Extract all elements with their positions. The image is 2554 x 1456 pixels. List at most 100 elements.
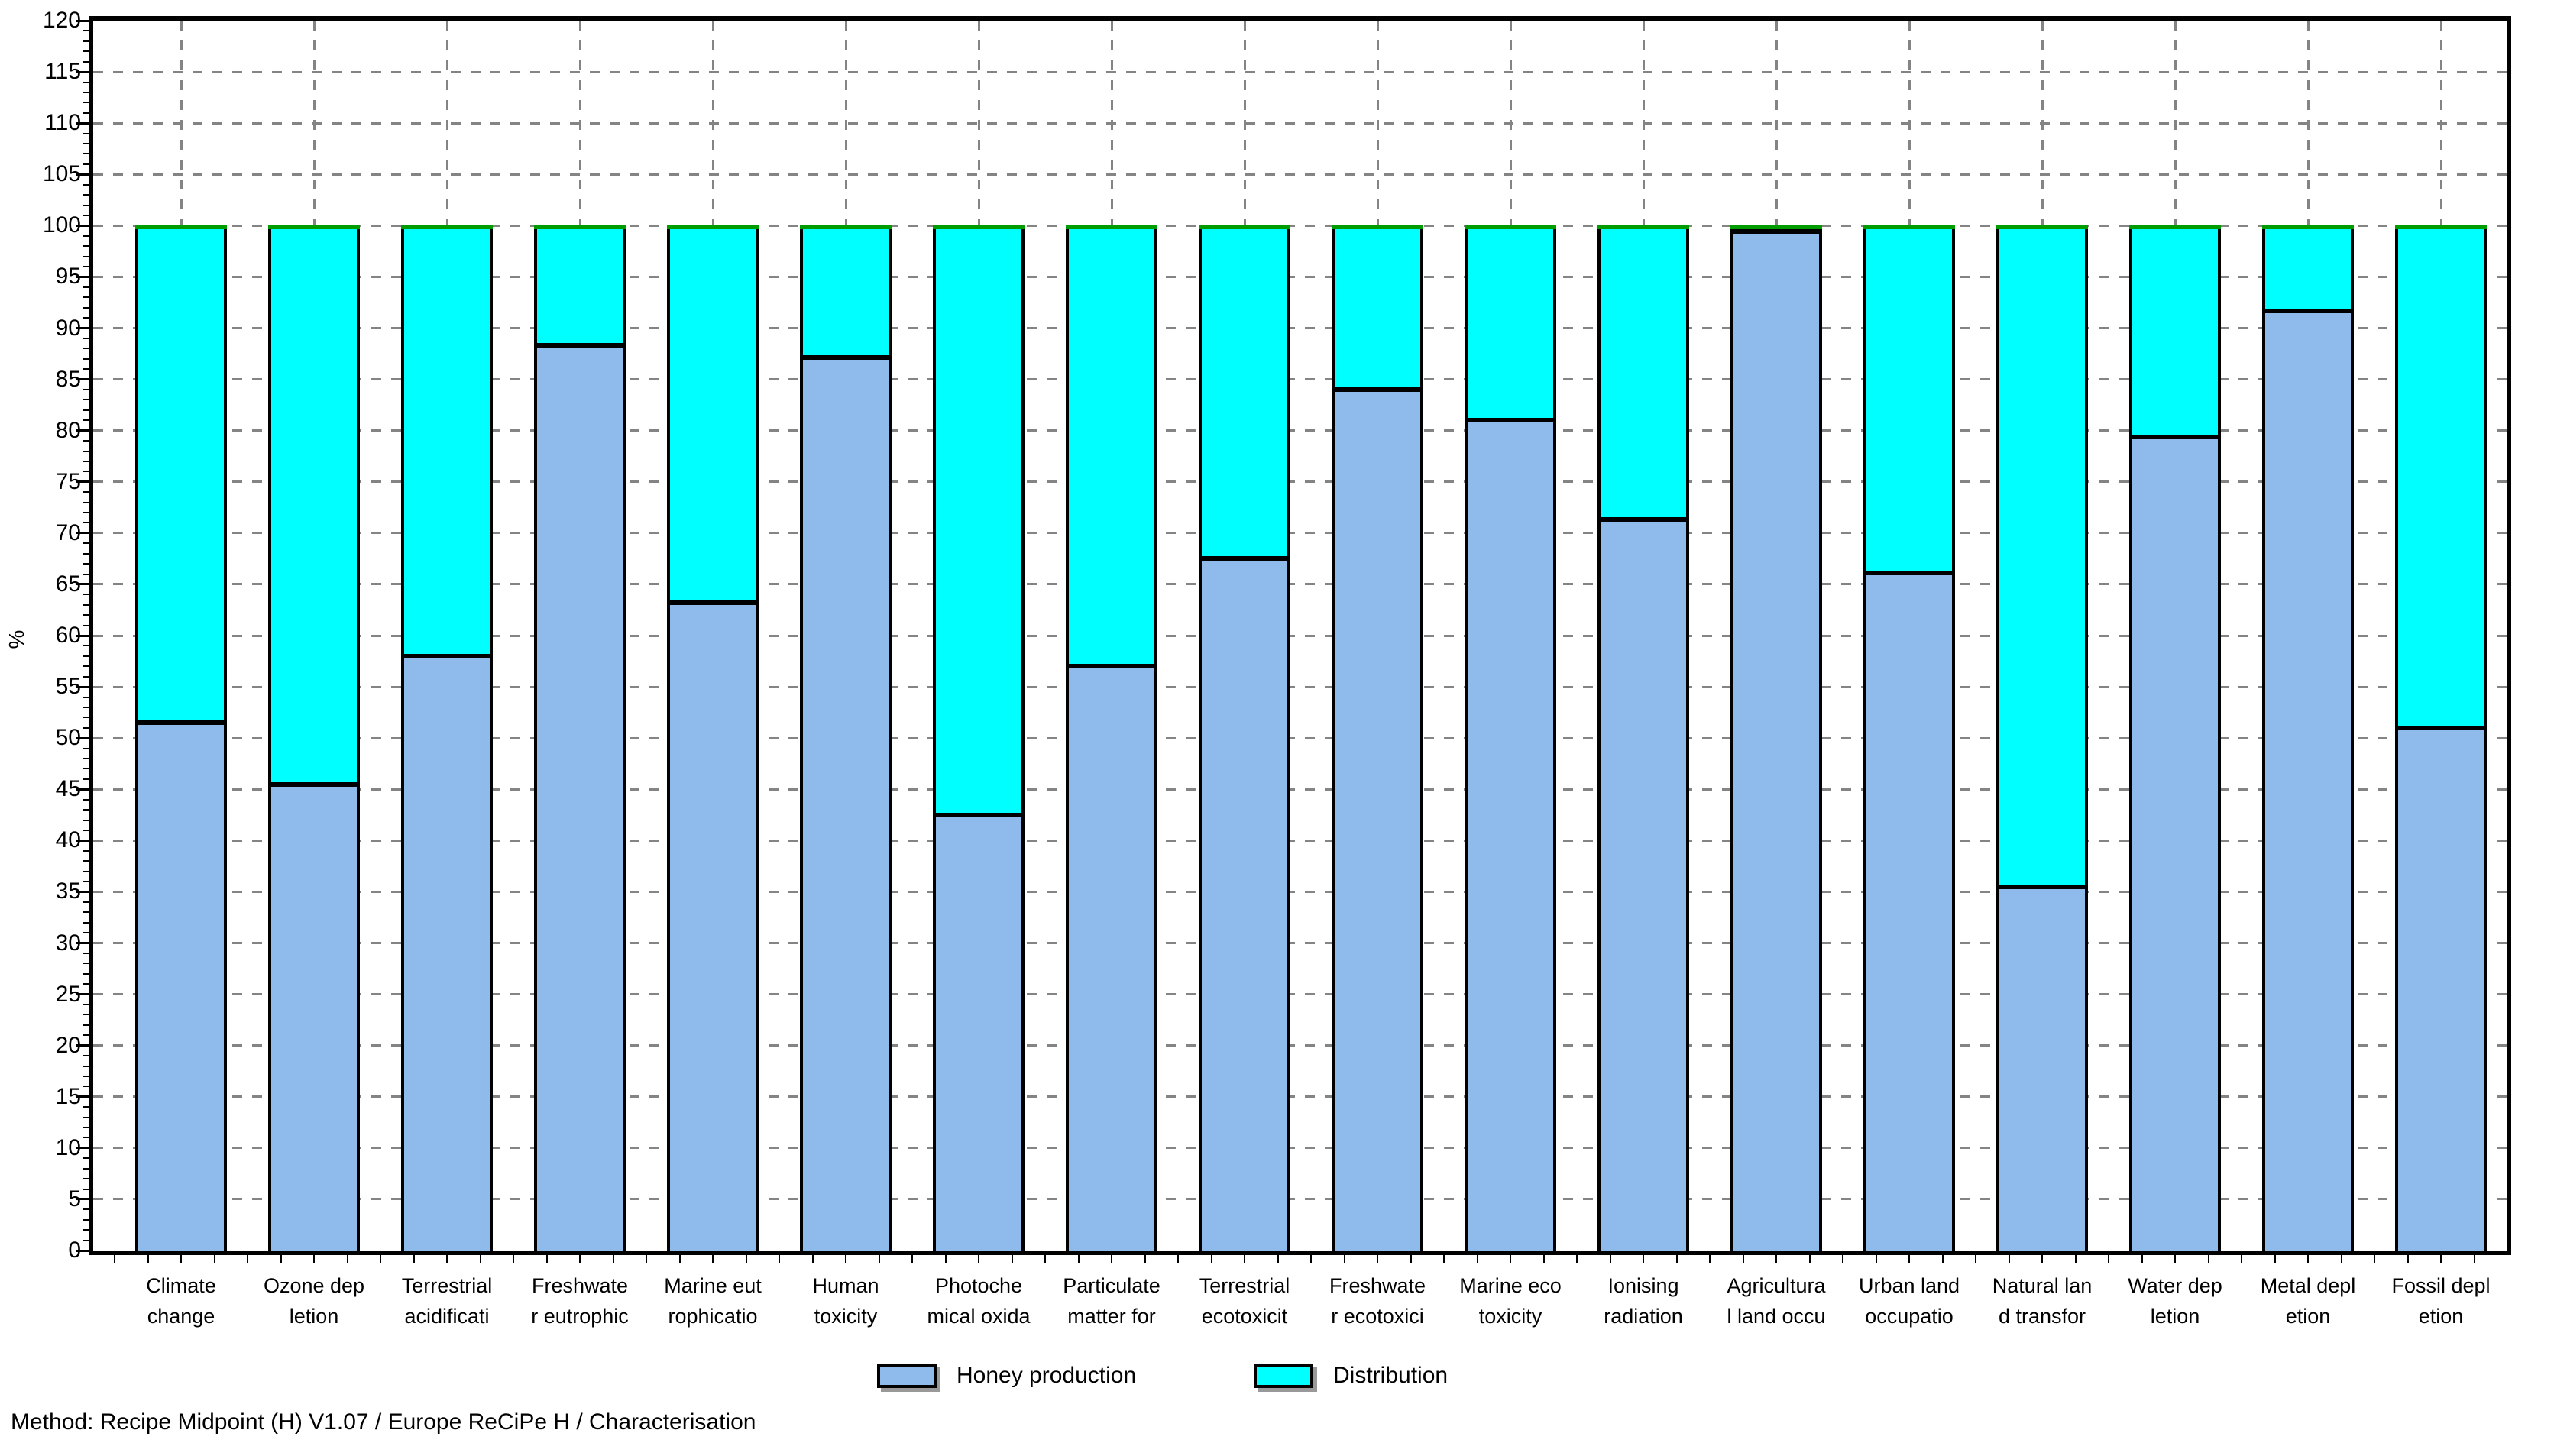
x-axis-tick [678,1255,681,1263]
bar-divider [670,600,756,606]
y-axis-minor-tick [83,675,89,678]
y-gridline [93,532,2507,535]
y-axis-minor-tick [83,983,89,985]
x-axis-tick [1842,1255,1843,1263]
y-axis-minor-tick [83,552,89,555]
x-axis-tick [1643,1255,1644,1263]
y-axis-minor-tick [83,348,89,350]
y-axis-tick [76,942,89,944]
bar-segment-honey-production [1202,558,1287,1251]
y-axis-tick-label: 65 [55,571,81,597]
y-axis-minor-tick [83,1218,89,1221]
x-axis-tick [1011,1255,1013,1263]
bar-divider [803,355,889,361]
y-axis-tick-label: 45 [55,776,81,802]
y-axis-minor-tick [83,1004,89,1005]
x-axis-tick [1144,1255,1146,1263]
y-axis-minor-tick [83,1024,89,1026]
bar [268,225,360,1251]
x-axis-tick [513,1255,514,1263]
y-axis-minor-tick [83,358,89,360]
x-axis-tick [1742,1255,1744,1263]
y-axis-minor-tick [83,870,89,872]
y-axis-tick [76,378,89,381]
y-axis-minor-tick [83,389,89,390]
bar-segment-honey-production [537,345,623,1251]
x-axis-tick [2174,1255,2176,1263]
bar-divider [1069,664,1154,669]
x-axis-tick [1975,1255,1976,1263]
x-axis-tick [479,1255,481,1263]
y-axis-tick-label: 95 [55,264,81,290]
x-axis-tick [545,1255,548,1263]
y-axis-minor-tick [83,40,89,42]
y-axis-minor-tick [83,932,89,934]
y-axis-minor-tick [83,501,89,503]
x-axis-tick [2141,1255,2143,1263]
bar [1332,225,1423,1251]
y-gridline [93,1095,2507,1098]
y-axis-minor-tick [83,594,89,596]
y-gridline [93,890,2507,893]
y-axis-minor-tick [83,563,89,565]
bar-segment-honey-production [1468,420,1553,1251]
bar-top-line [534,225,626,230]
bar [401,225,493,1251]
y-axis-minor-tick [83,1157,89,1160]
y-axis-tick [76,583,89,586]
bar-divider [537,343,623,348]
y-axis-minor-tick [83,972,89,975]
bar-segment-distribution [2398,225,2484,728]
x-axis-tick [1310,1255,1312,1263]
bar-segment-distribution [2265,225,2351,311]
y-axis-minor-tick [83,603,89,606]
y-axis-minor-tick [83,1178,89,1180]
y-axis-minor-tick [83,624,89,626]
x-axis-tick [1775,1255,1777,1263]
x-axis-tick [579,1255,581,1263]
bar-divider [2265,308,2351,313]
bar-top-line [2395,225,2487,230]
y-gridline [93,942,2507,944]
y-axis-minor-tick [83,1208,89,1211]
bar-top-line [268,225,360,230]
bar [1996,225,2088,1251]
y-axis-tick-label: 115 [44,59,81,85]
x-axis-tick [1210,1255,1212,1263]
bar-divider [404,653,490,658]
x-axis-tick [944,1255,947,1263]
y-axis-tick [76,224,89,227]
x-axis-tick [1410,1255,1412,1263]
bar [1863,225,1955,1251]
y-axis-minor-tick [83,368,89,370]
y-axis-tick [76,327,89,329]
y-axis-minor-tick [83,726,89,729]
y-axis-minor-tick [83,522,89,524]
x-axis-category-label: Marine eco toxicity [1459,1274,1562,1328]
y-axis-minor-tick [83,337,89,339]
bar-divider [1866,571,1952,576]
y-axis-tick-label: 60 [55,623,81,648]
x-axis-tick [1510,1255,1511,1263]
bar-segment-honey-production [1733,231,1819,1251]
bar-divider [1733,229,1819,235]
x-axis-tick [1377,1255,1378,1263]
x-axis-tick [346,1255,348,1263]
x-axis-tick [1077,1255,1080,1263]
x-axis-tick [1177,1255,1179,1263]
y-axis-tick [76,121,89,125]
bar-segment-honey-production [138,723,224,1251]
bar-segment-honey-production [2398,727,2484,1251]
x-axis-tick [2340,1255,2342,1263]
y-gridline [93,839,2507,842]
y-axis-minor-tick [83,542,89,545]
y-axis-minor-tick [83,102,89,104]
y-axis-minor-tick [83,471,89,473]
bar [1597,225,1689,1251]
x-axis-category-label: Fossil depl etion [2391,1274,2491,1328]
y-axis-minor-tick [83,911,89,914]
y-axis-minor-tick [83,286,89,288]
y-axis-minor-tick [83,1229,89,1231]
bar-top-line [1597,225,1689,230]
y-axis-minor-tick [83,440,89,442]
